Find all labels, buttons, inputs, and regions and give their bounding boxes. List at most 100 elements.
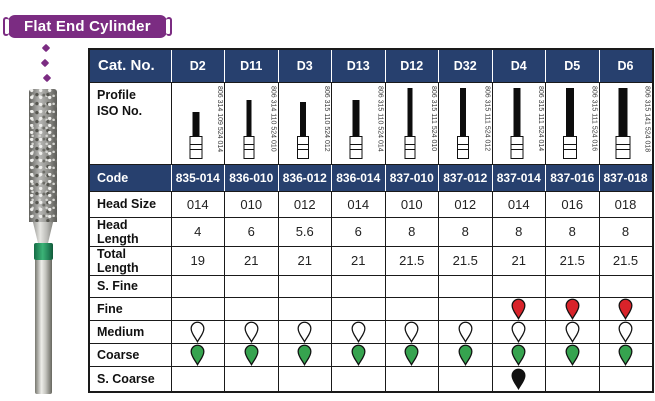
code-cell: 836-014 — [331, 163, 386, 192]
bur-icon-shank — [615, 135, 631, 159]
fine-row: Fine — [88, 296, 653, 321]
head-size-cell: 016 — [545, 190, 600, 218]
grit-cell — [277, 342, 332, 367]
title-badge: Flat End Cylinder — [3, 15, 172, 38]
head-size-cell: 018 — [598, 190, 653, 218]
code-cell: 837-018 — [598, 163, 653, 192]
iso-number: 806 315 141 524 018 — [643, 85, 651, 152]
grit-cell — [224, 296, 279, 321]
grit-cell — [170, 274, 225, 298]
head-size-cell: 012 — [438, 190, 493, 218]
s-fine-label: S. Fine — [88, 274, 172, 298]
grit-cell — [170, 319, 225, 344]
bur-diamond-head — [29, 89, 57, 222]
grit-drop-icon-white — [618, 321, 633, 342]
total-length-label: Total Length — [88, 245, 172, 276]
grit-cell — [598, 296, 653, 321]
head-size-label: Head Size — [88, 190, 172, 218]
bur-profile-icon — [189, 111, 203, 159]
grit-cell — [331, 319, 386, 344]
bur-icon-shank — [404, 135, 416, 159]
cat-no-header: Cat. No. — [88, 48, 172, 83]
total-length-cell: 21 — [331, 245, 386, 276]
bur-profile-icon — [457, 87, 470, 159]
iso-number: 806 315 111 524 014 — [537, 85, 544, 151]
grit-cell — [331, 365, 386, 393]
grit-drop-icon-green — [297, 344, 312, 365]
bur-icon-head — [618, 87, 628, 136]
grit-cell — [224, 274, 279, 298]
fine-label: Fine — [88, 296, 172, 321]
grit-drop-icon-white — [458, 321, 473, 342]
grit-cell — [224, 365, 279, 393]
grit-cell — [331, 342, 386, 367]
bur-icon-shank — [189, 135, 203, 159]
grit-drop-icon-green — [404, 344, 419, 365]
grit-drop-icon-white — [565, 321, 580, 342]
bur-profile-icon — [349, 99, 363, 159]
s-coarse-label: S. Coarse — [88, 365, 172, 393]
grit-drop-icon-white — [244, 321, 259, 342]
bur-shank — [35, 260, 52, 394]
bur-icon-head — [407, 87, 413, 136]
total-length-cell: 21 — [224, 245, 279, 276]
head-size-cell: 012 — [277, 190, 332, 218]
profile-cell: 806 315 111 524 010 — [384, 81, 439, 165]
head-length-cell: 8 — [545, 216, 600, 247]
grit-drop-icon-black — [511, 368, 526, 390]
grit-cell — [491, 342, 546, 367]
grit-drop-icon-white — [190, 321, 205, 342]
grit-cell — [545, 296, 600, 321]
grit-cell — [277, 365, 332, 393]
head-size-cell: 014 — [170, 190, 225, 218]
bur-icon-shank — [457, 135, 470, 159]
code-row-label: Code — [88, 163, 172, 192]
grit-cell — [277, 296, 332, 321]
grit-cell — [277, 274, 332, 298]
bur-icon-head — [460, 87, 467, 136]
grit-drop-icon-green — [511, 344, 526, 365]
bur-grit-band — [34, 243, 53, 260]
grit-drop-icon-green — [190, 344, 205, 365]
grit-cell — [384, 274, 439, 298]
bur-icon-head — [246, 99, 252, 136]
profile-row-label: Profile ISO No. — [88, 81, 172, 165]
col-header-d6: D6 — [598, 48, 653, 83]
grit-cell — [277, 319, 332, 344]
grit-drop-icon-green — [618, 344, 633, 365]
profile-cell: 806 315 111 524 014 — [491, 81, 546, 165]
bur-profile-icon — [615, 87, 631, 159]
grit-cell — [491, 319, 546, 344]
bur-profile-icon — [296, 101, 309, 159]
grit-cell — [384, 296, 439, 321]
total-length-cell: 19 — [170, 245, 225, 276]
grit-drop-icon-red — [511, 298, 526, 319]
grit-cell — [438, 319, 493, 344]
code-cell: 837-012 — [438, 163, 493, 192]
grit-cell — [545, 342, 600, 367]
grit-cell — [598, 342, 653, 367]
head-size-cell: 014 — [331, 190, 386, 218]
col-header-d5: D5 — [545, 48, 600, 83]
medium-label: Medium — [88, 319, 172, 344]
bur-icon-shank — [510, 135, 524, 159]
s-fine-row: S. Fine — [88, 274, 653, 298]
grit-drop-icon-green — [458, 344, 473, 365]
grit-cell — [170, 342, 225, 367]
grit-cell — [438, 342, 493, 367]
col-header-d32: D32 — [438, 48, 493, 83]
bur-profile-icon — [404, 87, 416, 159]
head-length-cell: 4 — [170, 216, 225, 247]
grit-cell — [545, 319, 600, 344]
iso-number: 806 315 111 524 012 — [483, 85, 491, 151]
code-cell: 837-014 — [491, 163, 546, 192]
col-header-d4: D4 — [491, 48, 546, 83]
s-coarse-row: S. Coarse — [88, 365, 653, 393]
head-size-cell: 010 — [224, 190, 279, 218]
profile-row: Profile ISO No. 806 314 109 524 014 806 … — [88, 81, 653, 165]
grit-cell — [598, 365, 653, 393]
iso-number: 806 314 110 524 010 — [269, 85, 277, 152]
col-header-d2: D2 — [170, 48, 225, 83]
total-length-cell: 21.5 — [545, 245, 600, 276]
